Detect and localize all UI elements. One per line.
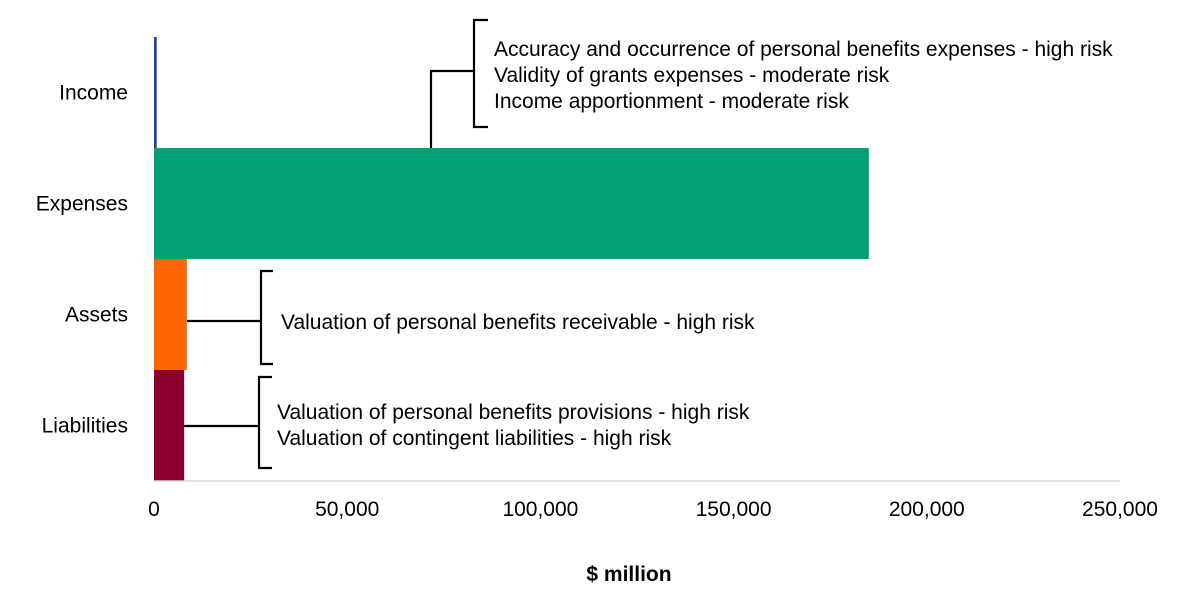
x-tick-label: 200,000 [889, 498, 965, 521]
annotation-line: Valuation of contingent liabilities - hi… [277, 427, 672, 450]
category-label-expenses: Expenses [36, 193, 128, 216]
category-label-income: Income [59, 82, 128, 105]
annotation-expenses-income: Accuracy and occurrence of personal bene… [429, 18, 1113, 148]
bar-income [154, 37, 157, 148]
annotation-assets: Valuation of personal benefits receivabl… [187, 269, 755, 366]
category-labels: Income Expenses Assets Liabilities [36, 82, 128, 438]
category-label-assets: Assets [65, 304, 128, 327]
annotation-liabilities: Valuation of personal benefits provision… [184, 375, 750, 470]
x-tick-label: 100,000 [502, 498, 578, 521]
annotation-line: Validity of grants expenses - moderate r… [494, 64, 890, 87]
bar-assets [154, 259, 187, 370]
category-label-liabilities: Liabilities [42, 415, 128, 438]
annotation-line: Valuation of personal benefits receivabl… [281, 311, 755, 334]
x-tick-label: 150,000 [696, 498, 772, 521]
bracket-expenses-income [429, 18, 488, 148]
x-axis-title: $ million [586, 563, 671, 586]
bar-liabilities [154, 370, 185, 481]
annotation-line: Income apportionment - moderate risk [494, 90, 849, 113]
x-axis-ticks: 0 50,000 100,000 150,000 200,000 250,000 [148, 498, 1158, 521]
annotation-line: Accuracy and occurrence of personal bene… [494, 38, 1113, 61]
bracket-assets [187, 269, 273, 366]
bar-expenses [154, 148, 869, 259]
x-tick-label: 50,000 [315, 498, 379, 521]
x-tick-label: 250,000 [1082, 498, 1158, 521]
bracket-liabilities [184, 375, 272, 470]
annotation-line: Valuation of personal benefits provision… [277, 401, 750, 424]
bars-layer [154, 37, 869, 481]
x-tick-label: 0 [148, 498, 160, 521]
